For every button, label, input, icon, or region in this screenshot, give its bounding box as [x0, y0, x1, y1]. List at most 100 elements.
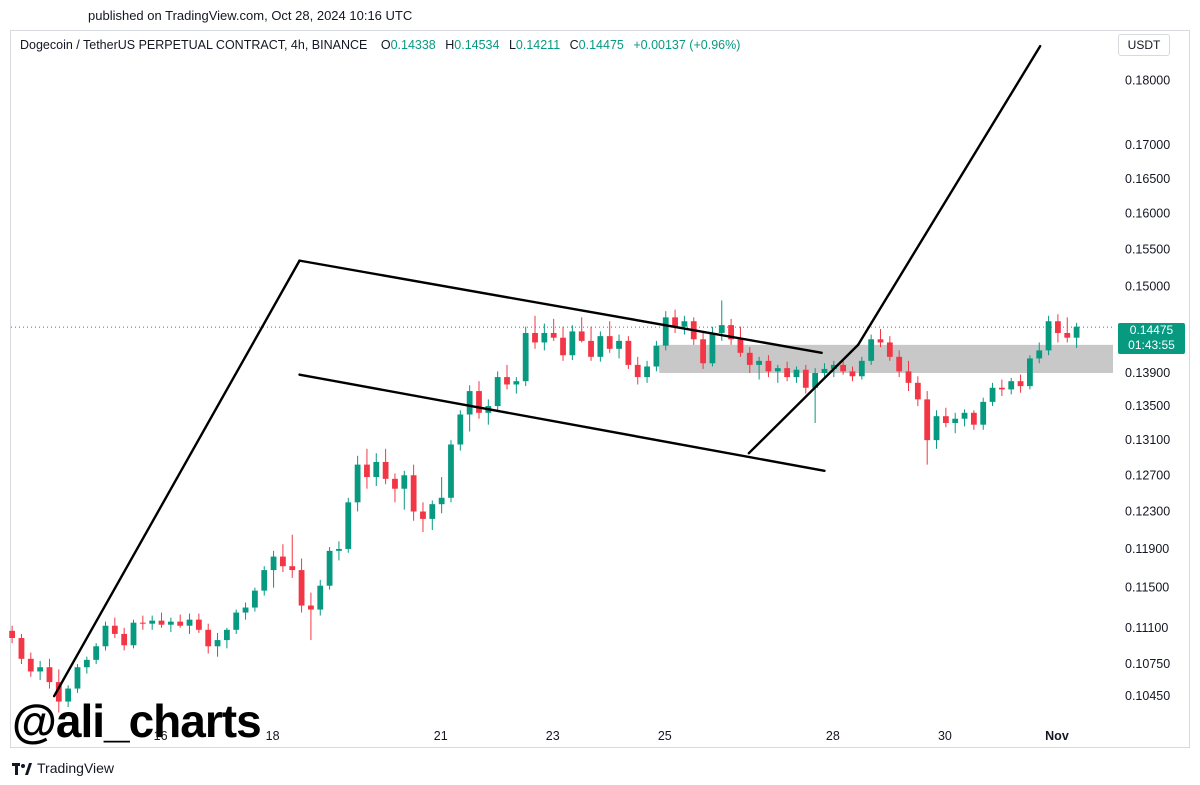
- candle[interactable]: [336, 541, 342, 561]
- candle[interactable]: [1027, 355, 1033, 390]
- candle[interactable]: [653, 340, 660, 372]
- candle[interactable]: [541, 323, 548, 351]
- candle[interactable]: [821, 363, 828, 378]
- candle[interactable]: [1036, 342, 1043, 364]
- candle[interactable]: [37, 660, 44, 680]
- symbol-title[interactable]: Dogecoin / TetherUS PERPETUAL CONTRACT, …: [20, 38, 368, 52]
- candle[interactable]: [9, 625, 16, 644]
- candle[interactable]: [784, 361, 791, 382]
- candle[interactable]: [149, 615, 156, 630]
- candle[interactable]: [756, 356, 763, 380]
- candle[interactable]: [382, 448, 389, 485]
- breakout-line-trendline[interactable]: [747, 343, 860, 455]
- candle[interactable]: [205, 623, 212, 654]
- candle[interactable]: [270, 550, 277, 588]
- candle[interactable]: [186, 613, 193, 634]
- candle[interactable]: [242, 602, 249, 620]
- candle[interactable]: [83, 656, 90, 674]
- candle[interactable]: [989, 382, 996, 407]
- candle[interactable]: [905, 360, 912, 392]
- candle[interactable]: [420, 502, 426, 532]
- candle[interactable]: [746, 347, 753, 374]
- candle[interactable]: [700, 332, 706, 369]
- candle[interactable]: [195, 613, 202, 633]
- candle[interactable]: [877, 329, 884, 348]
- candle[interactable]: [494, 371, 501, 411]
- target-line-trendline[interactable]: [856, 44, 1042, 347]
- candle[interactable]: [18, 633, 25, 665]
- candle[interactable]: [849, 366, 856, 382]
- candle[interactable]: [532, 315, 538, 349]
- candle[interactable]: [364, 448, 370, 489]
- candle[interactable]: [952, 412, 959, 434]
- flagpole-trendline[interactable]: [52, 259, 301, 698]
- candle[interactable]: [345, 497, 352, 553]
- candle[interactable]: [298, 558, 305, 613]
- candle[interactable]: [410, 464, 417, 521]
- candle[interactable]: [93, 643, 100, 665]
- candle[interactable]: [550, 318, 557, 341]
- candle[interactable]: [102, 621, 109, 651]
- candle[interactable]: [326, 547, 333, 590]
- candle[interactable]: [429, 500, 436, 531]
- candle[interactable]: [980, 397, 987, 430]
- tradingview-brand[interactable]: TradingView: [12, 760, 114, 776]
- channel-upper-trendline[interactable]: [298, 259, 823, 355]
- candle[interactable]: [606, 321, 613, 353]
- candle[interactable]: [644, 360, 650, 383]
- candle[interactable]: [504, 364, 510, 390]
- candle[interactable]: [625, 336, 632, 369]
- candle[interactable]: [681, 315, 688, 335]
- candle[interactable]: [130, 619, 137, 649]
- candle[interactable]: [858, 356, 865, 380]
- candle[interactable]: [513, 377, 520, 394]
- currency-selector[interactable]: USDT: [1118, 34, 1170, 56]
- candle[interactable]: [942, 407, 949, 428]
- candle[interactable]: [448, 440, 454, 503]
- candle[interactable]: [970, 410, 977, 430]
- candle[interactable]: [261, 566, 268, 596]
- candle[interactable]: [662, 311, 669, 351]
- candle[interactable]: [289, 534, 296, 578]
- candle[interactable]: [616, 334, 622, 359]
- candle[interactable]: [1017, 374, 1024, 393]
- candle[interactable]: [354, 455, 361, 512]
- candle[interactable]: [868, 334, 875, 365]
- candle[interactable]: [251, 587, 258, 612]
- candle[interactable]: [961, 409, 968, 427]
- candle[interactable]: [74, 664, 81, 693]
- candle[interactable]: [933, 410, 940, 449]
- chart-frame[interactable]: [10, 30, 1190, 748]
- channel-lower-trendline[interactable]: [298, 373, 826, 473]
- candle[interactable]: [223, 627, 230, 649]
- candle[interactable]: [177, 614, 184, 628]
- candle[interactable]: [597, 331, 604, 362]
- candle[interactable]: [728, 318, 734, 345]
- candle[interactable]: [65, 685, 72, 708]
- candle[interactable]: [476, 381, 482, 419]
- candle[interactable]: [55, 669, 62, 713]
- candle[interactable]: [392, 473, 398, 503]
- candle[interactable]: [1073, 322, 1080, 349]
- candle[interactable]: [466, 385, 473, 432]
- candle[interactable]: [737, 326, 744, 357]
- candle[interactable]: [765, 355, 772, 378]
- candle[interactable]: [111, 617, 118, 639]
- candle[interactable]: [139, 615, 146, 630]
- candle[interactable]: [914, 376, 921, 407]
- candle[interactable]: [401, 470, 408, 510]
- candle[interactable]: [793, 366, 800, 383]
- candle[interactable]: [802, 364, 809, 394]
- candle[interactable]: [121, 627, 128, 651]
- candle[interactable]: [998, 379, 1005, 397]
- candle[interactable]: [46, 658, 53, 689]
- candle[interactable]: [588, 326, 594, 361]
- candle[interactable]: [233, 609, 240, 634]
- candle[interactable]: [560, 326, 566, 361]
- candle[interactable]: [280, 544, 286, 573]
- candle[interactable]: [27, 652, 34, 677]
- candle[interactable]: [214, 632, 221, 657]
- candle[interactable]: [1055, 314, 1061, 343]
- candle[interactable]: [569, 325, 576, 361]
